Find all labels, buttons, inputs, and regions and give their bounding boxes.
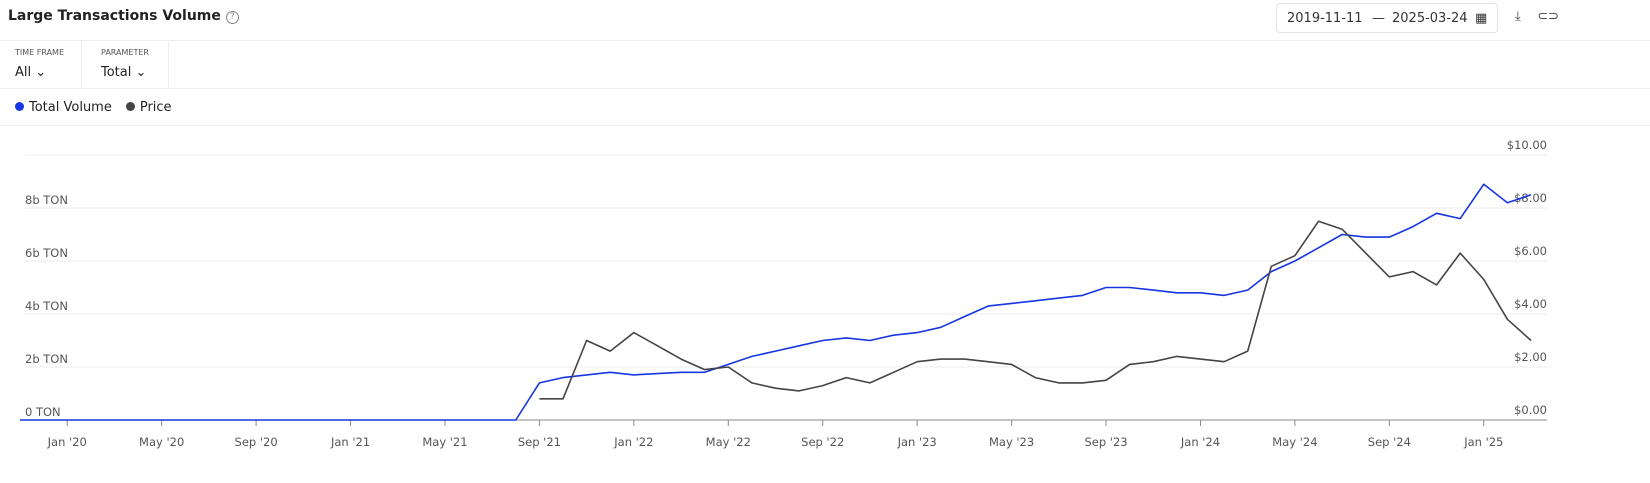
x-tick-label: Jan '20	[47, 435, 87, 449]
filter-parameter[interactable]: PARAMETER Total ⌄	[82, 42, 169, 88]
filter-timeframe[interactable]: TIME FRAME All ⌄	[0, 42, 82, 88]
divider	[0, 88, 1650, 89]
x-tick-label: Jan '25	[1463, 435, 1503, 449]
x-tick-label: Jan '23	[897, 435, 937, 449]
download-icon[interactable]: ⤓	[1515, 9, 1521, 24]
x-tick-label: May '21	[422, 435, 467, 449]
y-tick-label: 8b TON	[25, 193, 68, 207]
filter-label: PARAMETER	[101, 48, 149, 57]
y2-tick-label: $10.00	[1507, 138, 1547, 152]
x-tick-label: Jan '21	[330, 435, 370, 449]
y2-tick-label: $4.00	[1514, 297, 1547, 311]
toolbar: ⤓ ⊂⊃	[1515, 9, 1559, 24]
legend-item[interactable]: Total Volume	[15, 100, 112, 115]
x-tick-label: Sep '20	[235, 435, 278, 449]
x-tick-label: Sep '24	[1368, 435, 1411, 449]
y-tick-label: 2b TON	[25, 352, 68, 366]
filter-value-text: Total	[101, 65, 132, 80]
date-separator: —	[1372, 11, 1385, 26]
divider	[0, 125, 1650, 126]
x-tick-label: May '23	[989, 435, 1034, 449]
filter-label: TIME FRAME	[15, 48, 65, 57]
x-tick-label: Sep '23	[1084, 435, 1127, 449]
legend-label: Total Volume	[29, 100, 112, 115]
y2-tick-label: $0.00	[1514, 403, 1547, 417]
date-from[interactable]: 2019-11-11	[1287, 11, 1363, 26]
x-tick-label: May '24	[1272, 435, 1317, 449]
filter-value[interactable]: All ⌄	[15, 65, 47, 80]
x-tick-label: Sep '22	[801, 435, 844, 449]
legend-dot	[125, 102, 135, 111]
calendar-icon[interactable]: ▦	[1475, 11, 1488, 26]
x-tick-label: Jan '24	[1180, 435, 1220, 449]
x-tick-label: May '22	[706, 435, 751, 449]
x-tick-label: Sep '21	[518, 435, 561, 449]
y2-tick-label: $6.00	[1514, 244, 1547, 258]
legend: Total Volume Price	[15, 100, 186, 115]
y2-tick-label: $8.00	[1514, 191, 1547, 205]
y2-tick-label: $2.00	[1514, 350, 1547, 364]
y-tick-label: 0 TON	[25, 405, 61, 419]
series-line	[20, 183, 1532, 421]
legend-item[interactable]: Price	[125, 100, 172, 115]
link-icon[interactable]: ⊂⊃	[1537, 9, 1560, 24]
series-line	[539, 220, 1532, 400]
date-range[interactable]: 2019-11-11 — 2025-03-24 ▦	[1276, 3, 1498, 33]
x-tick-label: May '20	[139, 435, 184, 449]
y-tick-label: 4b TON	[25, 299, 68, 313]
filter-value-text: All	[15, 65, 32, 80]
date-to[interactable]: 2025-03-24	[1392, 11, 1468, 26]
divider	[0, 40, 1650, 41]
title-row: Large Transactions Volume?	[8, 8, 239, 24]
legend-dot	[15, 102, 24, 111]
help-icon[interactable]: ?	[225, 11, 239, 24]
legend-label: Price	[139, 100, 172, 115]
x-tick-label: Jan '22	[613, 435, 653, 449]
title: Large Transactions Volume	[8, 8, 221, 24]
y-tick-label: 6b TON	[25, 246, 68, 260]
filter-value[interactable]: Total ⌄	[101, 65, 147, 80]
